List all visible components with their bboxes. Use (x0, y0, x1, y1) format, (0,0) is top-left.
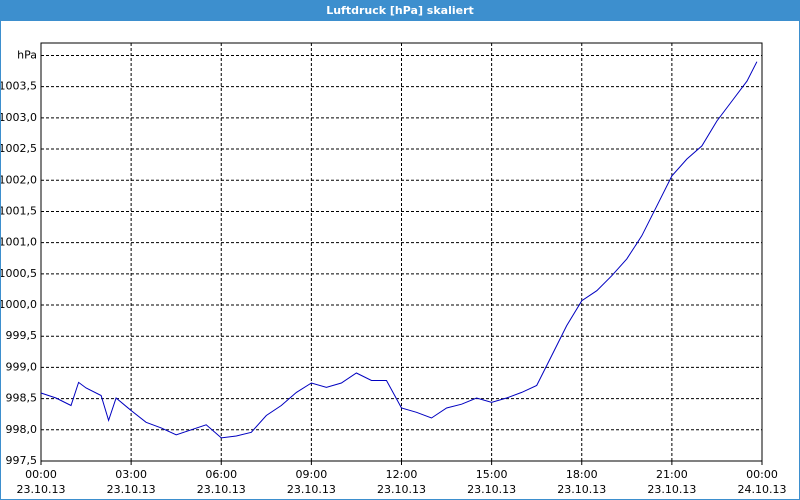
x-tick-label: 18:00 23.10.13 (557, 468, 607, 496)
plot-frame (40, 42, 763, 462)
y-tick-label: 1000,5 (1, 267, 37, 280)
x-tick-label: 15:00 23.10.13 (467, 468, 517, 496)
y-tick-label: 1003,0 (1, 111, 37, 124)
x-tick-label: 00:00 23.10.13 (16, 468, 66, 496)
x-tick-label: 12:00 23.10.13 (377, 468, 426, 496)
title-bar: Luftdruck [hPa] skaliert (1, 1, 799, 21)
y-tick-label: 998,5 (6, 392, 38, 405)
y-tick-label: 1002,0 (1, 173, 37, 186)
line-series (40, 61, 758, 439)
x-tick-label: 09:00 23.10.13 (286, 468, 336, 496)
y-tick-label: 999,5 (6, 329, 38, 342)
x-tick-label: 06:00 23.10.13 (196, 468, 246, 496)
y-tick-label: 998,0 (6, 423, 38, 436)
y-tick-label: 997,5 (6, 454, 38, 467)
y-tick-label: 1000,0 (1, 298, 37, 311)
y-tick-label: 999,0 (6, 360, 38, 373)
x-tick-label: 00:00 24.10.13 (737, 468, 787, 496)
x-tick-label: 03:00 23.10.13 (106, 468, 156, 496)
y-tick-label: 1001,0 (1, 236, 37, 249)
y-tick-label: 1002,5 (1, 142, 37, 155)
y-tick-label: 1001,5 (1, 204, 37, 217)
y-tick-label: 1003,5 (1, 80, 37, 93)
y-tick-label: hPa (17, 48, 37, 61)
x-tick-label: 21:00 23.10.13 (647, 468, 697, 496)
